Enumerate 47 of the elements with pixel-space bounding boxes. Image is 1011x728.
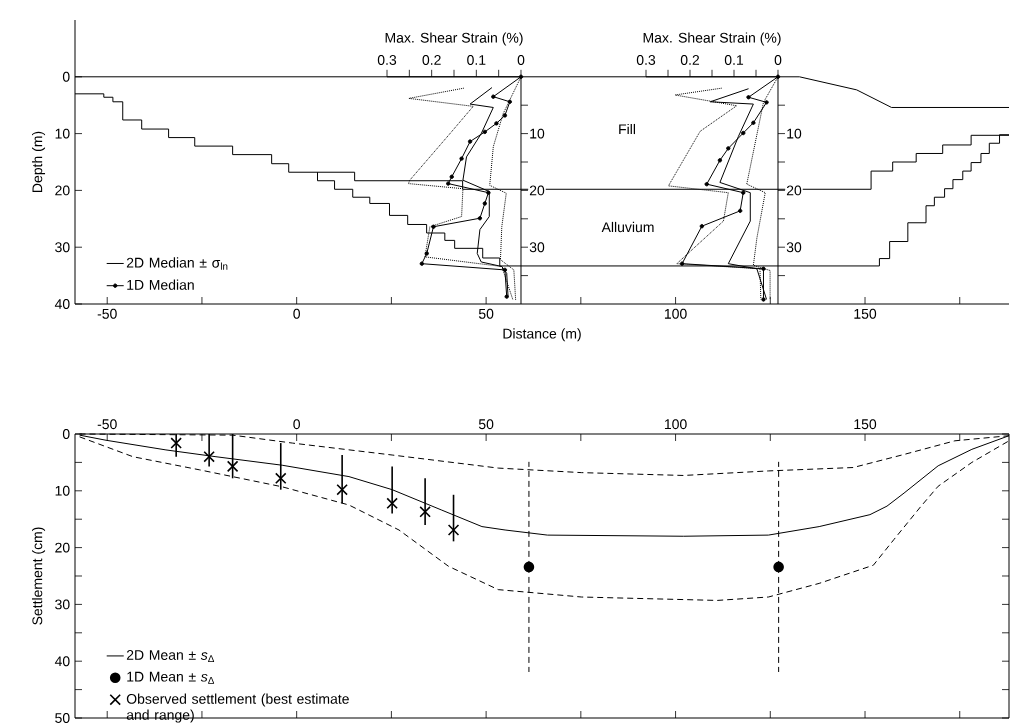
annotation: Alluvium [601, 222, 654, 233]
x-tick-label: 50 [478, 419, 494, 430]
x-tick-label: 0.2 [680, 55, 700, 66]
x-axis-title: Max. Shear Strain (%) [385, 32, 523, 46]
y-axis-title: Depth (m) [31, 131, 46, 193]
legend-label: 1D Mean ± s$_{Δ}$ [127, 672, 215, 684]
x-tick-label: 0 [517, 55, 525, 66]
x-tick-label: 150 [854, 419, 877, 430]
x-tick-label: 0 [293, 419, 301, 430]
legend-label: 2D Median ± σ$_{ln}$ [126, 257, 228, 270]
y-tick-label: 20 [55, 542, 70, 553]
x-axis-title: Distance (m) [503, 328, 581, 342]
y-tick-label: 10 [530, 128, 545, 139]
legend-label: Observed settlement (best estimate and range) [126, 693, 349, 723]
y-tick-label: 30 [529, 242, 545, 253]
y-tick-label: 20 [529, 185, 545, 196]
y-tick-label: 10 [55, 128, 70, 139]
x-tick-label: 0.3 [377, 55, 397, 66]
y-tick-label: 40 [54, 299, 70, 310]
x-tick-label: 0.1 [724, 55, 744, 66]
x-tick-label: 100 [664, 419, 687, 430]
y-tick-label: 20 [55, 185, 70, 196]
x-tick-label: 0.1 [467, 55, 486, 66]
y-tick-label: 50 [55, 713, 70, 724]
y-tick-label: 0 [62, 429, 70, 440]
y-tick-label: 20 [786, 185, 802, 196]
x-tick-label: -50 [97, 419, 117, 430]
x-axis-title: Max. Shear Strain (%) [643, 32, 781, 46]
x-tick-label: 0.2 [422, 55, 441, 66]
annotation: Fill [619, 124, 635, 135]
legend-label: 2D Mean ± s$_{Δ}$ [126, 650, 215, 663]
y-tick-label: 10 [55, 486, 70, 496]
x-tick-label: 50 [478, 309, 494, 319]
x-tick-label: 150 [854, 309, 877, 319]
y-axis-title: Settlement (cm) [32, 527, 46, 625]
x-tick-label: 100 [664, 309, 687, 319]
y-tick-label: 30 [55, 599, 70, 610]
x-tick-label: 0 [774, 55, 782, 66]
y-tick-label: 30 [786, 242, 802, 253]
y-tick-label: 30 [55, 242, 70, 253]
y-tick-label: 0 [62, 72, 70, 82]
y-tick-label: 40 [54, 656, 70, 667]
y-tick-label: 10 [787, 128, 802, 139]
x-tick-label: -50 [97, 309, 117, 319]
x-tick-label: 0 [293, 309, 301, 319]
x-tick-label: 0.3 [636, 55, 656, 66]
legend-label: 1D Median [127, 279, 194, 291]
